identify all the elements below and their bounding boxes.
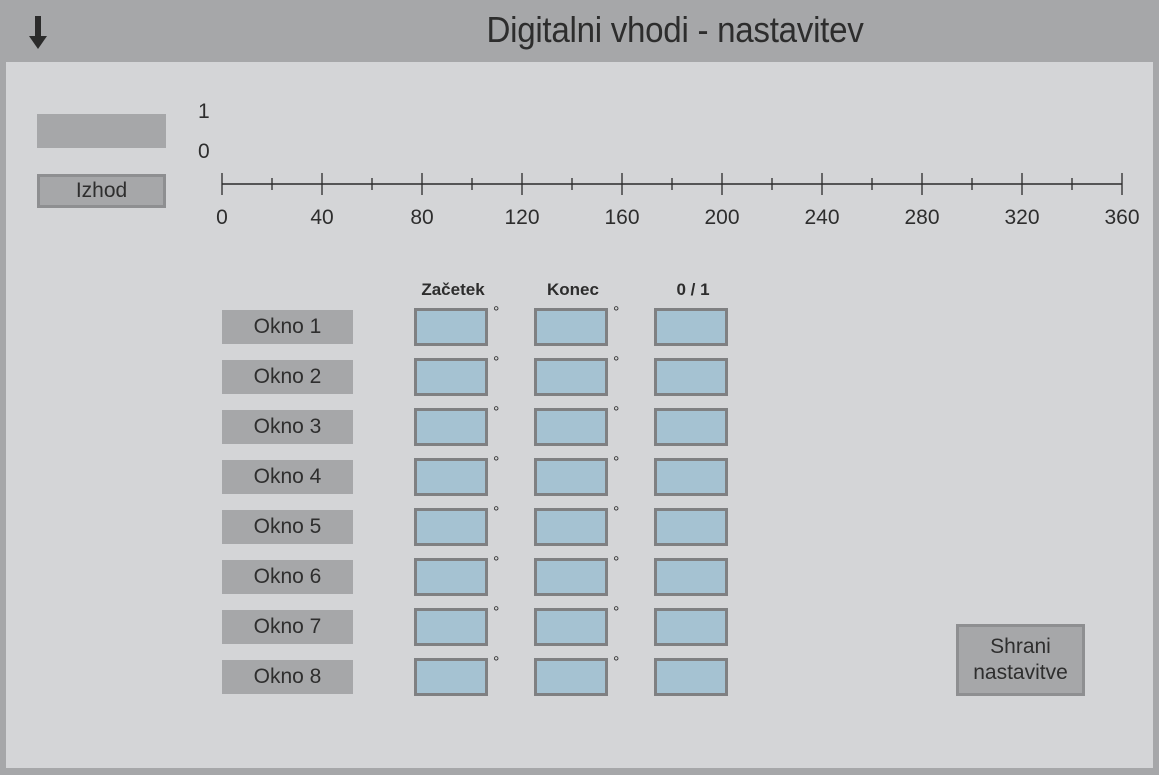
x-axis-tick-label: 80 — [410, 206, 434, 229]
degree-symbol: ° — [613, 654, 620, 671]
degree-symbol: ° — [493, 654, 500, 671]
x-axis-tick-label: 200 — [704, 206, 740, 229]
degree-symbol: ° — [613, 504, 620, 521]
start-angle-input-8[interactable] — [414, 658, 488, 696]
window-label-4: Okno 4 — [222, 460, 353, 494]
end-angle-input-5[interactable] — [534, 508, 608, 546]
start-angle-input-1[interactable] — [414, 308, 488, 346]
x-axis-tick-label: 320 — [1004, 206, 1040, 229]
degree-symbol: ° — [493, 604, 500, 621]
x-axis-tick-label: 240 — [804, 206, 840, 229]
end-angle-input-4[interactable] — [534, 458, 608, 496]
degree-symbol: ° — [613, 354, 620, 371]
column-header-state: 0 / 1 — [676, 280, 710, 299]
state-input-4[interactable] — [654, 458, 728, 496]
x-axis-tick-label: 0 — [216, 206, 228, 229]
end-angle-input-1[interactable] — [534, 308, 608, 346]
x-axis-tick-label: 40 — [310, 206, 334, 229]
end-angle-input-6[interactable] — [534, 558, 608, 596]
down-arrow-icon[interactable] — [28, 16, 48, 50]
end-angle-input-7[interactable] — [534, 608, 608, 646]
state-input-5[interactable] — [654, 508, 728, 546]
degree-symbol: ° — [493, 354, 500, 371]
degree-symbol: ° — [493, 554, 500, 571]
degree-symbol: ° — [613, 604, 620, 621]
degree-symbol: ° — [613, 304, 620, 321]
start-angle-input-7[interactable] — [414, 608, 488, 646]
x-axis-tick-label: 280 — [904, 206, 940, 229]
x-axis-tick-label: 120 — [504, 206, 540, 229]
column-header-end: Konec — [547, 280, 599, 299]
save-settings-button[interactable]: Shrani nastavitve — [956, 624, 1085, 696]
window-label-7: Okno 7 — [222, 610, 353, 644]
degree-symbol: ° — [493, 504, 500, 521]
start-angle-input-2[interactable] — [414, 358, 488, 396]
column-header-start: Začetek — [421, 280, 485, 299]
window-label-3: Okno 3 — [222, 410, 353, 444]
title-bar: Digitalni vhodi - nastavitev — [0, 0, 1159, 62]
degree-symbol: ° — [613, 454, 620, 471]
save-button-label-line1: Shrani — [990, 635, 1051, 658]
state-input-6[interactable] — [654, 558, 728, 596]
y-axis-label-1: 1 — [198, 100, 210, 123]
page-title: Digitalni vhodi - nastavitev — [486, 9, 864, 50]
x-axis-tick-label: 160 — [604, 206, 640, 229]
start-angle-input-5[interactable] — [414, 508, 488, 546]
window-label-1: Okno 1 — [222, 310, 353, 344]
window-label-6: Okno 6 — [222, 560, 353, 594]
end-angle-input-3[interactable] — [534, 408, 608, 446]
end-angle-input-8[interactable] — [534, 658, 608, 696]
x-axis-tick-label: 360 — [1104, 206, 1140, 229]
state-input-8[interactable] — [654, 658, 728, 696]
state-input-2[interactable] — [654, 358, 728, 396]
degree-symbol: ° — [613, 554, 620, 571]
degree-symbol: ° — [493, 404, 500, 421]
window-label-8: Okno 8 — [222, 660, 353, 694]
end-angle-input-2[interactable] — [534, 358, 608, 396]
degree-symbol: ° — [613, 404, 620, 421]
state-input-7[interactable] — [654, 608, 728, 646]
window-label-5: Okno 5 — [222, 510, 353, 544]
output-button[interactable]: Izhod — [37, 174, 166, 208]
y-axis-label-0: 0 — [198, 140, 210, 163]
state-input-1[interactable] — [654, 308, 728, 346]
save-button-label-line2: nastavitve — [973, 661, 1068, 684]
degree-symbol: ° — [493, 454, 500, 471]
state-input-3[interactable] — [654, 408, 728, 446]
degree-symbol: ° — [493, 304, 500, 321]
window-label-2: Okno 2 — [222, 360, 353, 394]
start-angle-input-4[interactable] — [414, 458, 488, 496]
signal-indicator — [37, 114, 166, 148]
start-angle-input-3[interactable] — [414, 408, 488, 446]
start-angle-input-6[interactable] — [414, 558, 488, 596]
